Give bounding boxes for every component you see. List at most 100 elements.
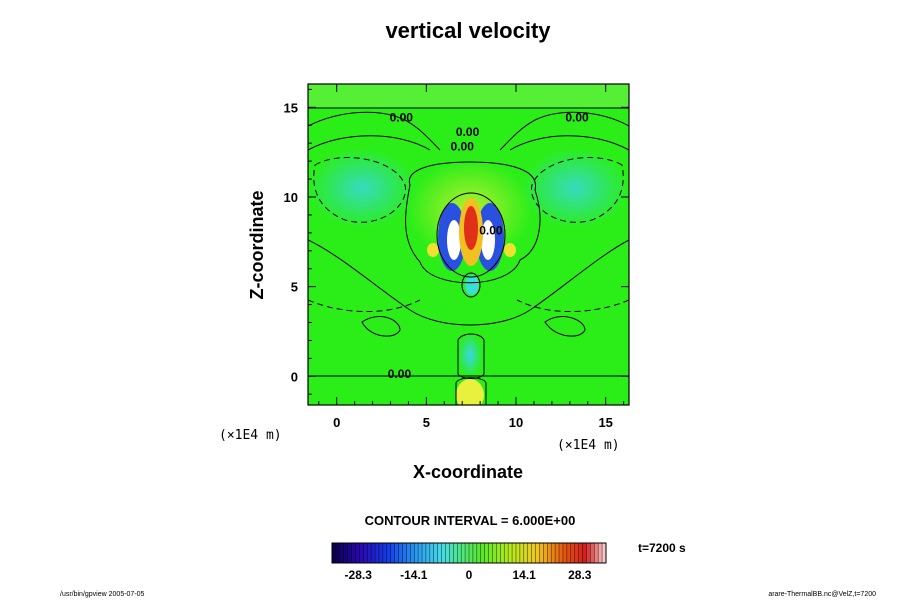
footer-left: /usr/bin/gpview 2005-07-05 xyxy=(60,591,145,598)
colorbar-swatch xyxy=(359,543,364,563)
colorbar-swatch xyxy=(363,543,368,563)
colorbar-swatch xyxy=(367,543,372,563)
contour-line xyxy=(308,135,431,151)
contour-line xyxy=(308,239,629,326)
colorbar-swatch xyxy=(437,543,442,563)
contour-label: 0.00 xyxy=(390,111,414,125)
colorbar-swatch xyxy=(578,543,583,563)
contour-line xyxy=(461,272,481,298)
plot-frame xyxy=(307,83,630,406)
core-updraft-max xyxy=(464,206,478,250)
colorbar-swatch xyxy=(484,543,489,563)
colorbar-swatch xyxy=(414,543,419,563)
colorbar-swatch xyxy=(562,543,568,563)
axes: 0 5 10 15 0 5 10 15 xyxy=(284,84,629,430)
colorbar-tick-label: -14.1 xyxy=(400,568,428,582)
colorbar-swatch xyxy=(386,543,392,563)
right-blue-lobe xyxy=(521,148,629,228)
contour-line xyxy=(405,161,541,284)
x-tick-label: 10 xyxy=(509,415,523,430)
colorbar-swatch xyxy=(351,543,356,563)
contour-line-negative xyxy=(516,299,629,312)
colorbar-swatch xyxy=(378,543,384,563)
colorbar-swatch xyxy=(508,543,513,563)
contour-line xyxy=(436,192,506,278)
x-axis-unit-right: (×1E4 m) xyxy=(557,438,620,453)
colorbar-swatch xyxy=(590,543,595,563)
contour-label: 0.00 xyxy=(388,367,412,381)
contour-line xyxy=(499,111,629,151)
colorbar-swatch xyxy=(429,543,435,563)
colorbar-swatch xyxy=(465,543,470,563)
colorbar-swatch xyxy=(519,543,525,563)
colorbar-swatch xyxy=(398,543,403,563)
colorbar-swatch xyxy=(410,543,415,563)
time-label: t=7200 s xyxy=(638,541,686,555)
contour-line xyxy=(457,333,485,379)
contour-label: 0.00 xyxy=(479,224,503,238)
x-axis-label: X-coordinate xyxy=(413,462,523,482)
colorbar-swatch xyxy=(523,543,529,563)
colorbar-swatch xyxy=(551,543,556,563)
colorbar-swatch xyxy=(531,543,536,563)
colorbar-swatch xyxy=(445,543,450,563)
contour-label: 0.00 xyxy=(451,139,475,153)
contour-line xyxy=(455,377,487,405)
contour-line xyxy=(509,135,629,151)
colorbar-tick-label: 28.3 xyxy=(568,568,592,582)
core-left-min xyxy=(447,220,461,260)
colorbar-swatch xyxy=(339,543,345,563)
y-axis-label: Z-coordinate xyxy=(247,190,267,299)
colorbar-swatch xyxy=(469,543,474,563)
colorbar-swatch xyxy=(570,543,575,563)
colorbar-swatch xyxy=(527,543,532,563)
contour-line-negative xyxy=(531,157,624,223)
colorbar-swatch xyxy=(433,543,438,563)
core-right-min xyxy=(481,220,495,260)
colorbar-swatch xyxy=(566,543,572,563)
contour-label: 0.00 xyxy=(456,125,480,139)
colorbar-swatch xyxy=(594,543,599,563)
colorbar-swatch xyxy=(425,543,431,563)
colorbar-swatch xyxy=(547,543,552,563)
contour-line xyxy=(544,316,586,337)
colorbar-swatch xyxy=(394,543,399,563)
colorbar-swatch xyxy=(515,543,521,563)
bottom-yellow-spot xyxy=(456,379,484,405)
colorbar-swatch xyxy=(488,543,493,563)
colorbar-tick-label: 14.1 xyxy=(513,568,537,582)
colorbar-swatch xyxy=(476,543,482,563)
contour-line-negative xyxy=(308,299,421,312)
colorbar-swatch xyxy=(582,543,587,563)
colorbar-swatch xyxy=(504,543,509,563)
lower-blue-spot xyxy=(458,333,482,377)
colorbar-swatch xyxy=(375,543,380,563)
x-tick-label: 5 xyxy=(423,415,430,430)
colorbar-swatch xyxy=(335,543,341,563)
colorbar-swatch xyxy=(555,543,560,563)
y-tick-label: 0 xyxy=(291,369,298,384)
contour-line xyxy=(308,111,441,151)
colorbar-swatch xyxy=(406,543,411,563)
footer-right: arare-ThermalBB.nc@VelZ,t=7200 xyxy=(768,591,876,598)
colorbar-swatch xyxy=(543,543,548,563)
x-tick-label: 15 xyxy=(598,415,612,430)
colorbar-swatch xyxy=(472,543,478,563)
mid-blue-spot xyxy=(465,275,479,295)
colorbar: -28.3 -14.1 0 14.1 28.3 xyxy=(331,542,607,582)
left-blue-lobe xyxy=(308,148,416,228)
contour-interval: CONTOUR INTERVAL = 6.000E+00 xyxy=(365,513,576,528)
colorbar-swatch xyxy=(382,543,388,563)
colorbar-swatch xyxy=(539,543,544,563)
contour-labels: 0.000.000.000.000.000.00 xyxy=(388,111,589,381)
colorbar-tick-label: 0 xyxy=(466,568,473,582)
colorbar-swatch xyxy=(535,543,540,563)
colorbar-swatch xyxy=(602,543,607,563)
contour-label: 0.00 xyxy=(565,111,589,125)
colorbar-swatch xyxy=(441,543,446,563)
colorbar-swatch xyxy=(390,543,395,563)
y-tick-label: 15 xyxy=(284,100,298,115)
colorbar-swatch xyxy=(402,543,407,563)
colorbar-swatch xyxy=(355,543,360,563)
chart-title: vertical velocity xyxy=(385,18,551,43)
